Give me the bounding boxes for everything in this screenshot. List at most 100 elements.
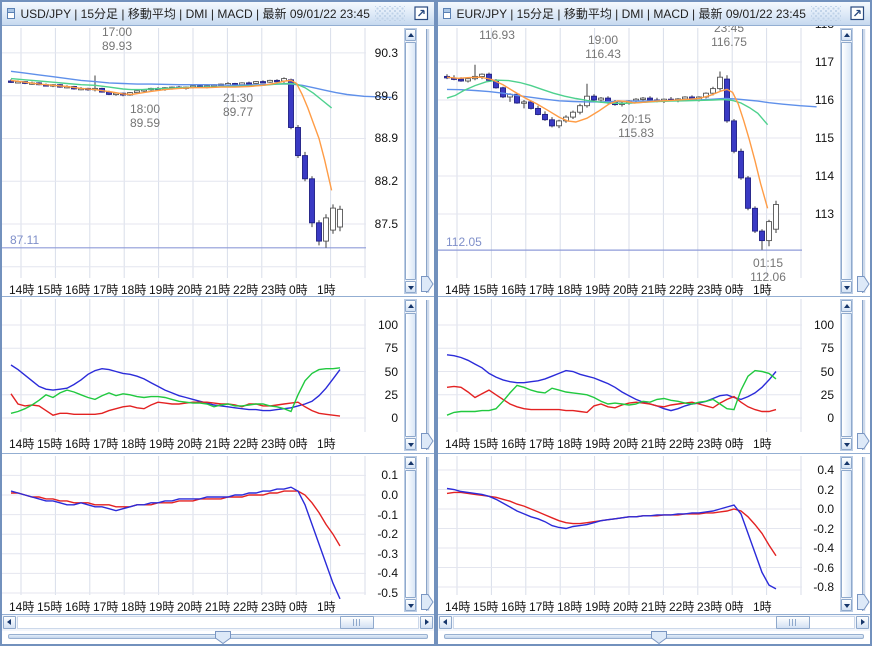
v-scrollbar[interactable] — [404, 28, 417, 294]
scroll-down-button[interactable] — [405, 438, 416, 450]
y-axis-label: 88.2 — [374, 174, 398, 189]
scroll-up-button[interactable] — [405, 300, 416, 312]
x-axis-label: 23時 — [697, 283, 723, 296]
y-axis-label: 0 — [827, 411, 834, 425]
x-axis-label: 17時 — [529, 283, 555, 296]
x-axis-label: 21時 — [205, 600, 231, 614]
x-axis-label: 20時 — [613, 283, 639, 296]
y-axis-label: 50 — [820, 364, 834, 379]
v-zoom-slider-thumb[interactable] — [857, 433, 870, 449]
x-axis-label: 16時 — [65, 600, 91, 614]
dmi-panel: 100 75 50 25 0 14時 15時 16時 17時 18時 19時 20時 21時 22時 23時… — [438, 296, 870, 453]
scroll-down-button[interactable] — [841, 438, 852, 450]
y-axis-label: 113 — [814, 207, 834, 221]
y-axis-label: 100 — [813, 318, 834, 332]
x-axis-label: 23時 — [261, 600, 287, 614]
v-zoom-slider-thumb[interactable] — [421, 594, 434, 610]
v-scroll-thumb[interactable] — [841, 470, 852, 598]
y-axis-label: -0.3 — [377, 546, 398, 561]
v-scrollbar[interactable] — [840, 456, 853, 612]
x-axis-label: 23時 — [697, 600, 723, 614]
x-axis-label: 18時 — [557, 437, 583, 451]
x-axis-label: 14時 — [9, 283, 35, 296]
v-zoom-slider-thumb[interactable] — [421, 433, 434, 449]
v-zoom-slider[interactable] — [857, 299, 870, 451]
scroll-up-button[interactable] — [841, 29, 852, 41]
x-axis-label: 1時 — [753, 283, 772, 296]
h-scroll-thumb[interactable] — [776, 616, 810, 629]
y-axis-label: -0.1 — [377, 507, 398, 522]
maximize-icon[interactable] — [850, 6, 865, 21]
v-zoom-slider[interactable] — [421, 456, 434, 612]
x-axis-label: 20時 — [613, 600, 639, 614]
titlebar-drag-grip[interactable] — [810, 6, 841, 21]
scroll-up-button[interactable] — [841, 300, 852, 312]
window-titlebar[interactable]: EUR/JPY | 15分足 | 移動平均 | DMI | MACD | 最新 … — [438, 2, 870, 26]
h-scrollbar[interactable] — [438, 614, 870, 631]
v-scroll-thumb[interactable] — [405, 42, 416, 280]
v-zoom-slider[interactable] — [857, 28, 870, 294]
v-zoom-slider[interactable] — [421, 299, 434, 451]
v-scrollbar[interactable] — [840, 28, 853, 294]
scroll-right-button[interactable] — [420, 616, 433, 629]
scroll-down-button[interactable] — [841, 281, 852, 293]
y-axis-label: 0.4 — [817, 463, 834, 477]
h-scroll-track[interactable] — [17, 616, 419, 629]
x-axis-label: 14時 — [9, 437, 35, 451]
y-axis-label: 75 — [384, 341, 398, 356]
y-axis-label: 117 — [814, 55, 834, 69]
scroll-left-button[interactable] — [3, 616, 16, 629]
x-axis-label: 23時 — [261, 283, 287, 296]
h-zoom-slider[interactable] — [438, 631, 870, 645]
titlebar-drag-grip[interactable] — [374, 6, 405, 21]
v-zoom-slider-thumb[interactable] — [421, 276, 434, 292]
scroll-up-button[interactable] — [405, 29, 416, 41]
y-axis-label: 50 — [384, 364, 398, 379]
x-axis-label: 0時 — [289, 600, 308, 614]
h-zoom-slider[interactable] — [2, 631, 434, 645]
y-axis-label: 89.6 — [374, 88, 398, 103]
v-zoom-slider-thumb[interactable] — [857, 276, 870, 292]
scroll-right-button[interactable] — [856, 616, 869, 629]
chart-annotation: 17:00 89.93 — [102, 26, 132, 53]
annotation-price: 89.77 — [222, 105, 254, 120]
h-zoom-slider-thumb[interactable] — [215, 631, 231, 645]
scroll-left-button[interactable] — [439, 616, 452, 629]
h-scrollbar[interactable] — [2, 614, 434, 631]
x-axis-label: 14時 — [9, 600, 35, 614]
window-titlebar[interactable]: USD/JPY | 15分足 | 移動平均 | DMI | MACD | 最新 … — [2, 2, 434, 26]
x-axis-label: 17時 — [93, 600, 119, 614]
scroll-up-button[interactable] — [841, 457, 852, 469]
chart-annotation: 18:00 89.59 — [130, 102, 160, 130]
macd-plot — [438, 456, 802, 595]
chart-window-eurjpy: EUR/JPY | 15分足 | 移動平均 | DMI | MACD | 最新 … — [436, 0, 872, 646]
y-axis-label: 100 — [377, 318, 398, 332]
v-scroll-thumb[interactable] — [841, 313, 852, 437]
scroll-down-button[interactable] — [841, 599, 852, 611]
v-zoom-slider-thumb[interactable] — [857, 594, 870, 610]
v-scroll-thumb[interactable] — [405, 470, 416, 598]
x-axis-label: 15時 — [37, 437, 63, 451]
price-chart-panel: 112.0511811711611511411314時15時16時17時18時1… — [438, 26, 870, 296]
x-axis-label: 0時 — [725, 600, 744, 614]
scroll-up-button[interactable] — [405, 457, 416, 469]
h-scroll-track[interactable] — [453, 616, 855, 629]
x-axis-label: 0時 — [289, 283, 308, 296]
v-scrollbar[interactable] — [840, 299, 853, 451]
scroll-down-button[interactable] — [405, 599, 416, 611]
annotation-time: 21:30 — [222, 91, 254, 106]
x-axis-label: 18時 — [557, 600, 583, 614]
v-zoom-slider[interactable] — [421, 28, 434, 294]
v-zoom-slider[interactable] — [857, 456, 870, 612]
v-scrollbar[interactable] — [404, 456, 417, 612]
x-axis-label: 19時 — [149, 283, 175, 296]
h-zoom-slider-thumb[interactable] — [651, 631, 667, 645]
h-scroll-thumb[interactable] — [340, 616, 374, 629]
scroll-down-button[interactable] — [405, 281, 416, 293]
x-axis-label: 18時 — [121, 437, 147, 451]
maximize-icon[interactable] — [414, 6, 429, 21]
v-scrollbar[interactable] — [404, 299, 417, 451]
v-scroll-thumb[interactable] — [841, 42, 852, 280]
x-axis-label: 1時 — [317, 283, 336, 296]
v-scroll-thumb[interactable] — [405, 313, 416, 437]
